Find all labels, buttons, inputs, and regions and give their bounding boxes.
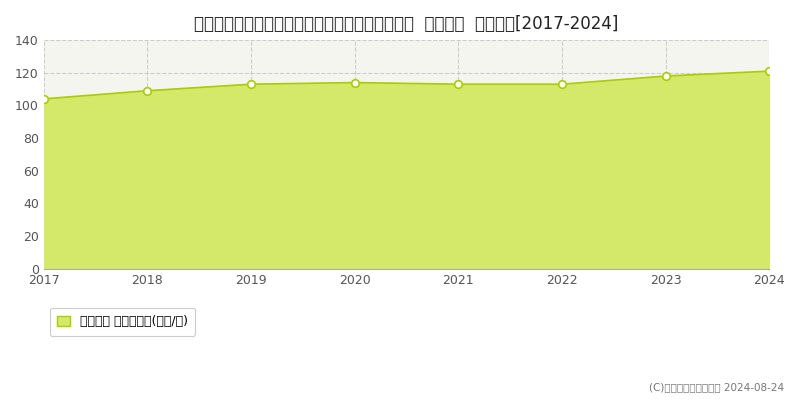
Text: (C)土地価格ドットコム 2024-08-24: (C)土地価格ドットコム 2024-08-24 xyxy=(649,382,784,392)
Point xyxy=(555,81,568,87)
Title: 埼玉県さいたま市中央区鈴谷２丁目７４４番１外  地価公示  地価推移[2017-2024]: 埼玉県さいたま市中央区鈴谷２丁目７４４番１外 地価公示 地価推移[2017-20… xyxy=(194,15,618,33)
Point xyxy=(659,73,672,79)
Point xyxy=(348,79,361,86)
Point xyxy=(452,81,465,87)
Legend: 地価公示 平均坪単価(万円/坪): 地価公示 平均坪単価(万円/坪) xyxy=(50,308,195,336)
Point xyxy=(38,96,50,102)
Point xyxy=(762,68,775,74)
Point xyxy=(245,81,258,87)
Point xyxy=(141,88,154,94)
